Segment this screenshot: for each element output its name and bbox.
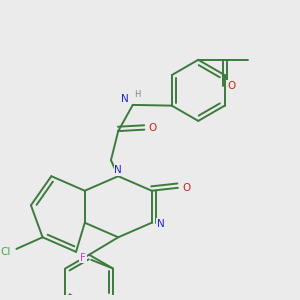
Text: N: N [114,165,122,175]
Text: O: O [182,183,190,193]
Text: F: F [80,253,86,262]
Text: Cl: Cl [0,247,11,257]
Text: N: N [121,94,128,103]
Text: O: O [148,123,157,133]
Text: N: N [157,219,165,229]
Text: O: O [227,81,235,91]
Text: H: H [134,90,141,99]
